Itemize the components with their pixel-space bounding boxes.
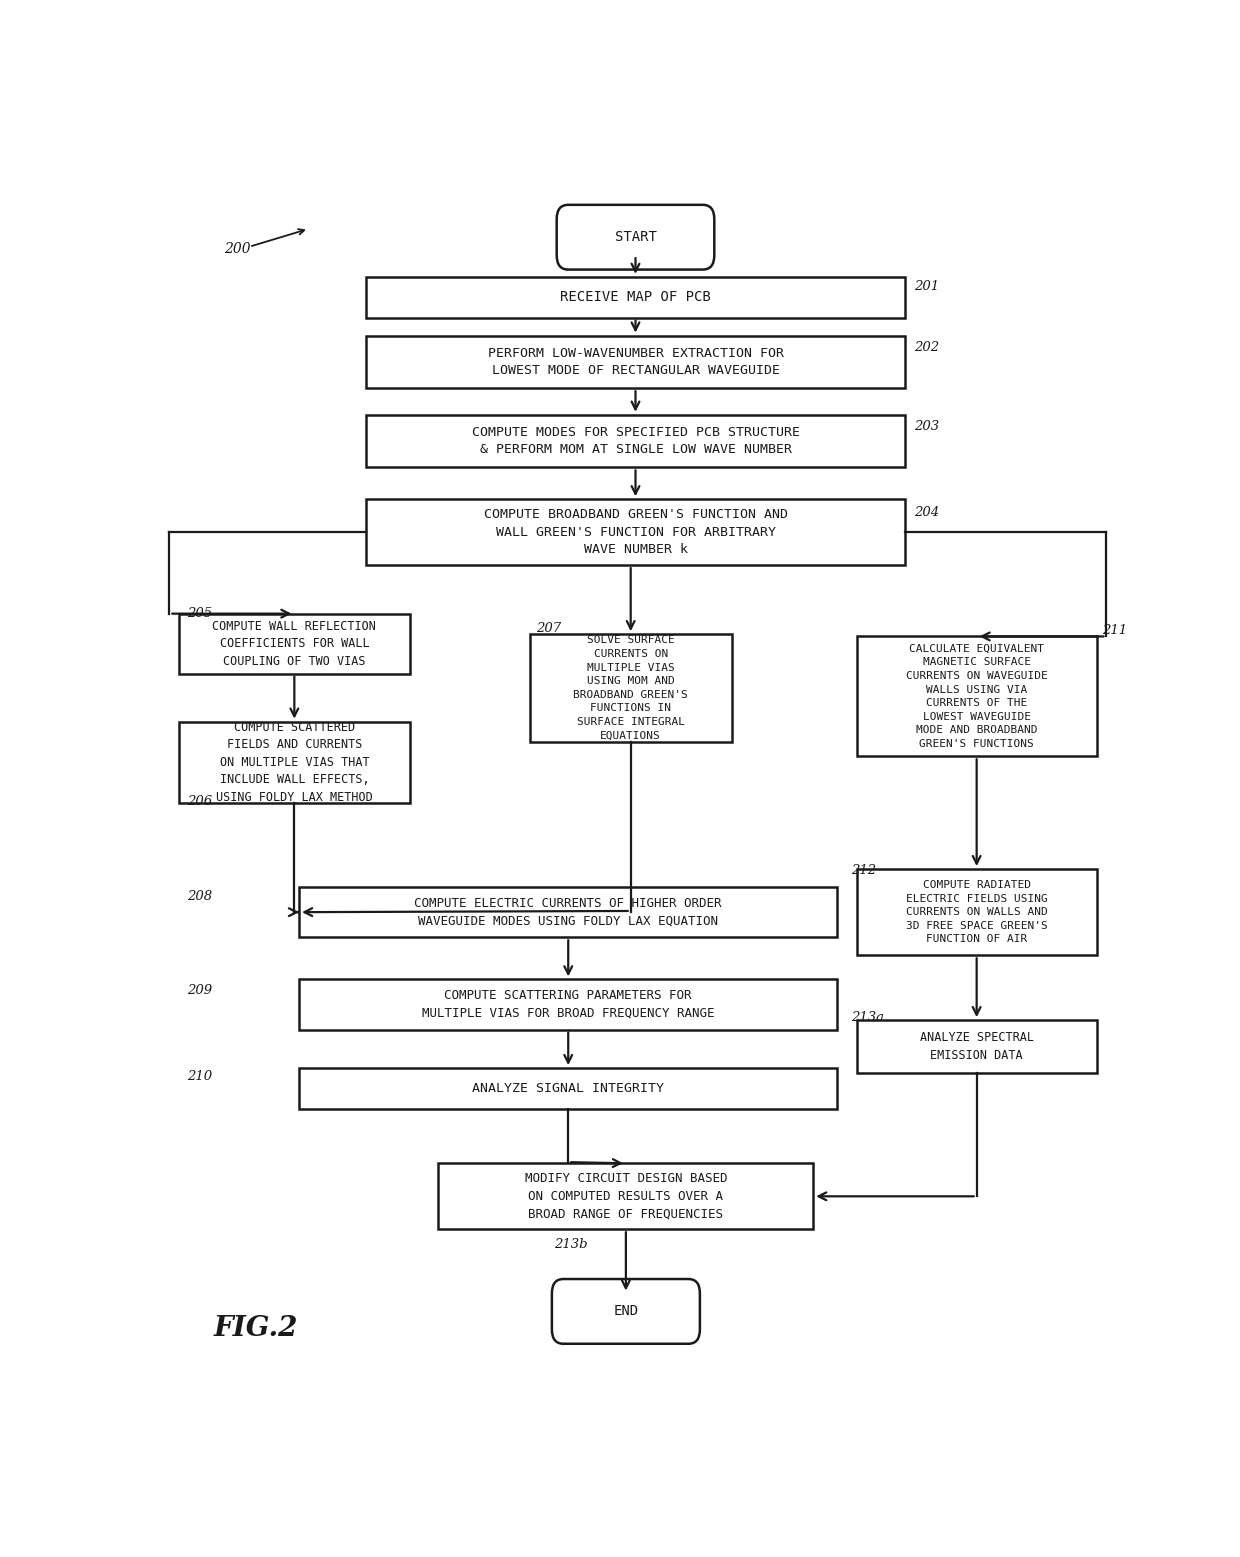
Text: 207: 207 — [537, 621, 562, 635]
Text: 206: 206 — [187, 796, 212, 808]
Text: 208: 208 — [187, 891, 212, 903]
Text: FIG.2: FIG.2 — [213, 1314, 298, 1342]
Text: 209: 209 — [187, 984, 212, 996]
FancyBboxPatch shape — [179, 721, 409, 803]
Text: COMPUTE SCATTERED
FIELDS AND CURRENTS
ON MULTIPLE VIAS THAT
INCLUDE WALL EFFECTS: COMPUTE SCATTERED FIELDS AND CURRENTS ON… — [216, 721, 373, 803]
Text: COMPUTE ELECTRIC CURRENTS OF HIGHER ORDER
WAVEGUIDE MODES USING FOLDY LAX EQUATI: COMPUTE ELECTRIC CURRENTS OF HIGHER ORDE… — [414, 897, 722, 928]
FancyBboxPatch shape — [439, 1163, 813, 1230]
FancyBboxPatch shape — [552, 1278, 699, 1344]
Text: 205: 205 — [187, 607, 212, 620]
FancyBboxPatch shape — [529, 634, 732, 743]
FancyBboxPatch shape — [857, 637, 1096, 757]
Text: ANALYZE SIGNAL INTEGRITY: ANALYZE SIGNAL INTEGRITY — [472, 1082, 665, 1095]
Text: PERFORM LOW-WAVENUMBER EXTRACTION FOR
LOWEST MODE OF RECTANGULAR WAVEGUIDE: PERFORM LOW-WAVENUMBER EXTRACTION FOR LO… — [487, 347, 784, 377]
Text: 213a: 213a — [851, 1010, 884, 1025]
Text: 210: 210 — [187, 1070, 212, 1084]
Text: COMPUTE RADIATED
ELECTRIC FIELDS USING
CURRENTS ON WALLS AND
3D FREE SPACE GREEN: COMPUTE RADIATED ELECTRIC FIELDS USING C… — [905, 880, 1048, 945]
Text: 212: 212 — [851, 864, 875, 877]
Text: CALCULATE EQUIVALENT
MAGNETIC SURFACE
CURRENTS ON WAVEGUIDE
WALLS USING VIA
CURR: CALCULATE EQUIVALENT MAGNETIC SURFACE CU… — [905, 643, 1048, 749]
FancyBboxPatch shape — [299, 1068, 837, 1109]
Text: COMPUTE MODES FOR SPECIFIED PCB STRUCTURE
& PERFORM MOM AT SINGLE LOW WAVE NUMBE: COMPUTE MODES FOR SPECIFIED PCB STRUCTUR… — [471, 425, 800, 456]
Text: 213b: 213b — [554, 1238, 588, 1250]
Text: MODIFY CIRCUIT DESIGN BASED
ON COMPUTED RESULTS OVER A
BROAD RANGE OF FREQUENCIE: MODIFY CIRCUIT DESIGN BASED ON COMPUTED … — [525, 1172, 727, 1221]
FancyBboxPatch shape — [299, 887, 837, 937]
FancyBboxPatch shape — [857, 1020, 1096, 1073]
FancyBboxPatch shape — [367, 500, 905, 565]
Text: 202: 202 — [914, 341, 940, 353]
FancyBboxPatch shape — [367, 277, 905, 318]
Text: 200: 200 — [224, 241, 250, 255]
Text: 203: 203 — [914, 420, 940, 433]
Text: START: START — [615, 230, 656, 244]
Text: ANALYZE SPECTRAL
EMISSION DATA: ANALYZE SPECTRAL EMISSION DATA — [920, 1031, 1034, 1062]
FancyBboxPatch shape — [179, 613, 409, 674]
FancyBboxPatch shape — [857, 869, 1096, 956]
Text: 201: 201 — [914, 280, 940, 293]
Text: SOLVE SURFACE
CURRENTS ON
MULTIPLE VIAS
USING MOM AND
BROADBAND GREEN'S
FUNCTION: SOLVE SURFACE CURRENTS ON MULTIPLE VIAS … — [573, 635, 688, 741]
Text: COMPUTE BROADBAND GREEN'S FUNCTION AND
WALL GREEN'S FUNCTION FOR ARBITRARY
WAVE : COMPUTE BROADBAND GREEN'S FUNCTION AND W… — [484, 508, 787, 556]
FancyBboxPatch shape — [299, 979, 837, 1029]
Text: 204: 204 — [914, 506, 940, 520]
Text: 211: 211 — [1101, 624, 1127, 637]
FancyBboxPatch shape — [367, 414, 905, 467]
FancyBboxPatch shape — [367, 335, 905, 388]
Text: COMPUTE SCATTERING PARAMETERS FOR
MULTIPLE VIAS FOR BROAD FREQUENCY RANGE: COMPUTE SCATTERING PARAMETERS FOR MULTIP… — [422, 989, 714, 1020]
Text: RECEIVE MAP OF PCB: RECEIVE MAP OF PCB — [560, 290, 711, 304]
FancyBboxPatch shape — [557, 206, 714, 269]
Text: END: END — [614, 1305, 639, 1319]
Text: COMPUTE WALL REFLECTION
COEFFICIENTS FOR WALL
COUPLING OF TWO VIAS: COMPUTE WALL REFLECTION COEFFICIENTS FOR… — [212, 620, 376, 668]
